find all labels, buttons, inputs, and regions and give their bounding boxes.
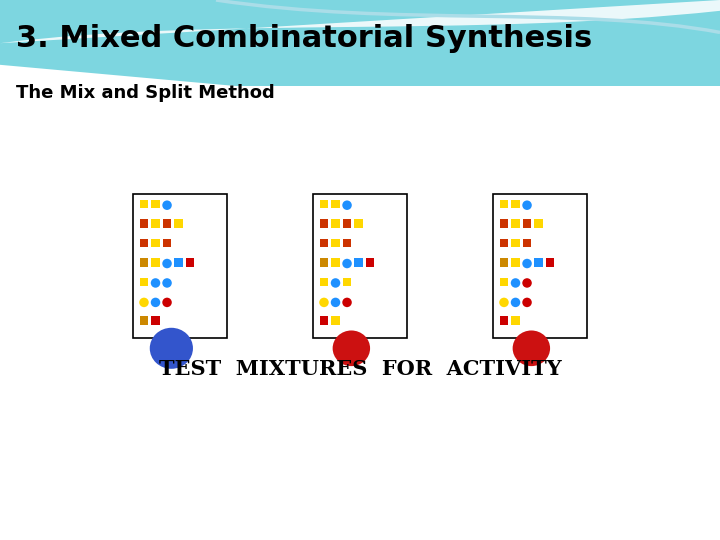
Ellipse shape bbox=[150, 278, 161, 288]
Bar bbox=[500, 258, 508, 267]
Bar bbox=[151, 200, 160, 208]
Ellipse shape bbox=[162, 200, 172, 210]
Bar bbox=[493, 194, 587, 338]
Bar bbox=[523, 239, 531, 247]
Bar bbox=[511, 219, 520, 228]
Ellipse shape bbox=[510, 278, 521, 288]
Bar bbox=[331, 258, 340, 267]
Bar bbox=[163, 239, 171, 247]
Bar bbox=[331, 200, 340, 208]
Ellipse shape bbox=[522, 200, 532, 210]
Bar bbox=[343, 278, 351, 286]
Bar bbox=[320, 278, 328, 286]
Bar bbox=[174, 219, 183, 228]
Ellipse shape bbox=[510, 298, 521, 307]
Ellipse shape bbox=[150, 328, 193, 369]
Ellipse shape bbox=[333, 330, 370, 366]
Bar bbox=[511, 258, 520, 267]
Bar bbox=[0, 86, 720, 540]
Ellipse shape bbox=[342, 259, 352, 268]
Bar bbox=[500, 239, 508, 247]
Ellipse shape bbox=[522, 298, 532, 307]
Ellipse shape bbox=[150, 298, 161, 307]
Bar bbox=[500, 278, 508, 286]
Bar bbox=[133, 194, 227, 338]
Bar bbox=[523, 219, 531, 228]
Bar bbox=[151, 258, 160, 267]
Bar bbox=[546, 258, 554, 267]
Bar bbox=[500, 316, 508, 325]
Ellipse shape bbox=[522, 259, 532, 268]
Bar bbox=[354, 258, 363, 267]
Text: TEST  MIXTURES  FOR  ACTIVITY: TEST MIXTURES FOR ACTIVITY bbox=[158, 359, 562, 379]
Bar bbox=[534, 219, 543, 228]
Bar bbox=[500, 219, 508, 228]
Bar bbox=[534, 258, 543, 267]
Ellipse shape bbox=[342, 200, 352, 210]
Bar bbox=[151, 316, 160, 325]
Bar bbox=[511, 316, 520, 325]
Ellipse shape bbox=[139, 298, 149, 307]
Ellipse shape bbox=[162, 298, 172, 307]
Bar bbox=[313, 194, 407, 338]
Bar bbox=[331, 316, 340, 325]
Bar bbox=[331, 239, 340, 247]
Bar bbox=[140, 316, 148, 325]
Bar bbox=[320, 219, 328, 228]
Ellipse shape bbox=[499, 298, 509, 307]
Bar bbox=[174, 258, 183, 267]
Text: The Mix and Split Method: The Mix and Split Method bbox=[16, 84, 274, 102]
Ellipse shape bbox=[513, 330, 550, 366]
Bar bbox=[186, 258, 194, 267]
PathPatch shape bbox=[0, 0, 720, 43]
Bar bbox=[320, 258, 328, 267]
Bar bbox=[151, 239, 160, 247]
Bar bbox=[320, 239, 328, 247]
Ellipse shape bbox=[330, 278, 341, 288]
Bar bbox=[151, 219, 160, 228]
Ellipse shape bbox=[342, 298, 352, 307]
Bar bbox=[320, 316, 328, 325]
Ellipse shape bbox=[162, 259, 172, 268]
Text: 3. Mixed Combinatorial Synthesis: 3. Mixed Combinatorial Synthesis bbox=[16, 24, 592, 53]
Bar bbox=[366, 258, 374, 267]
Bar bbox=[511, 200, 520, 208]
Ellipse shape bbox=[330, 298, 341, 307]
Bar bbox=[140, 219, 148, 228]
Polygon shape bbox=[0, 0, 720, 151]
Bar bbox=[140, 258, 148, 267]
Ellipse shape bbox=[319, 298, 329, 307]
Bar bbox=[331, 219, 340, 228]
Bar bbox=[140, 239, 148, 247]
Bar bbox=[163, 219, 171, 228]
Ellipse shape bbox=[522, 278, 532, 288]
Bar bbox=[140, 278, 148, 286]
Bar bbox=[343, 239, 351, 247]
Ellipse shape bbox=[162, 278, 172, 288]
Bar bbox=[343, 219, 351, 228]
Bar bbox=[320, 200, 328, 208]
Bar bbox=[354, 219, 363, 228]
Bar bbox=[140, 200, 148, 208]
Bar bbox=[500, 200, 508, 208]
Bar bbox=[511, 239, 520, 247]
